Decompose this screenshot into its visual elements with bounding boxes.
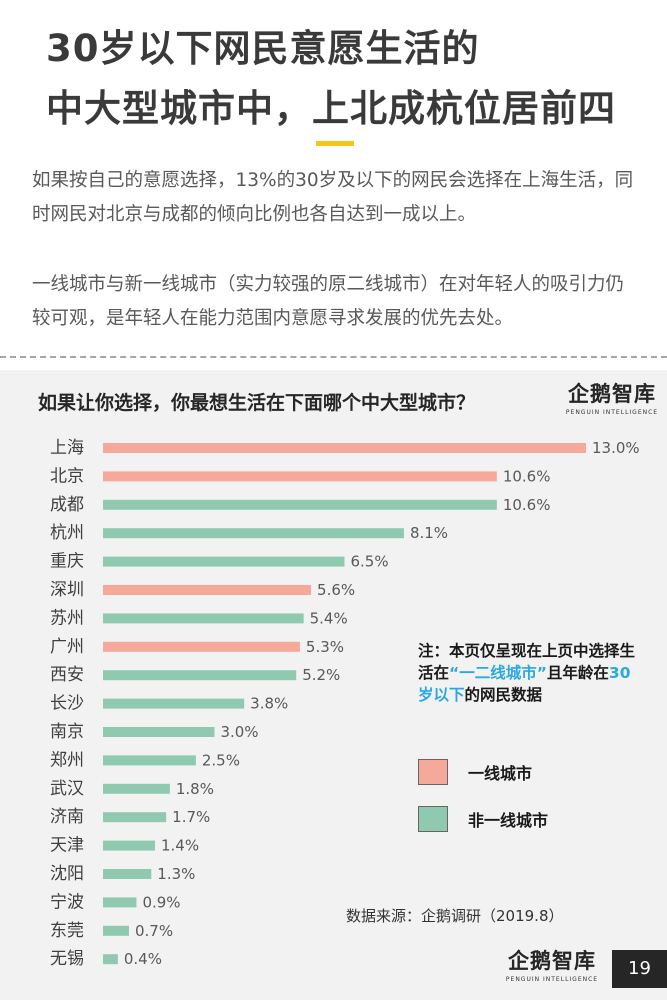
category-label: 杭州 bbox=[50, 523, 84, 543]
bar-tier1 bbox=[103, 641, 300, 652]
chart-note: 注：本页仅呈现在上页中选择生活在“一二线城市”且年龄在30岁以下的网民数据 bbox=[418, 640, 638, 706]
category-label: 深圳 bbox=[50, 580, 84, 600]
logo-subtitle: PENGUIN INTELLIGENCE bbox=[505, 976, 599, 983]
value-label: 0.9% bbox=[142, 893, 180, 911]
category-label: 重庆 bbox=[50, 552, 84, 572]
category-label: 北京 bbox=[50, 466, 84, 486]
value-label: 10.6% bbox=[503, 467, 551, 485]
category-label: 长沙 bbox=[50, 694, 84, 714]
bar-other bbox=[103, 840, 156, 851]
value-label: 1.8% bbox=[176, 780, 214, 798]
chart-title: 如果让你选择，你最想生活在下面哪个中大型城市？ bbox=[38, 392, 476, 414]
value-label: 8.1% bbox=[410, 524, 448, 542]
value-label: 2.5% bbox=[202, 751, 240, 769]
logo-text: 企鹅智库 bbox=[508, 949, 596, 973]
bar-other bbox=[103, 812, 167, 823]
value-label: 0.7% bbox=[135, 922, 173, 940]
value-label: 6.5% bbox=[351, 553, 389, 571]
data-source: 数据来源：企鹅调研（2019.8） bbox=[346, 907, 564, 925]
logo-text: 企鹅智库 bbox=[568, 382, 656, 406]
bar-tier1 bbox=[103, 471, 497, 482]
legend-swatch-other bbox=[418, 806, 448, 832]
bar-other bbox=[103, 499, 497, 510]
value-label: 5.3% bbox=[306, 638, 344, 656]
bar-other bbox=[103, 727, 215, 737]
note-highlight-cities: “一二线城市” bbox=[449, 664, 547, 682]
value-label: 1.3% bbox=[157, 865, 195, 883]
category-label: 天津 bbox=[50, 836, 84, 856]
category-label: 西安 bbox=[50, 665, 84, 685]
intro-paragraph-2: 一线城市与新一线城市（实力较强的原二线城市）在对年轻人的吸引力仍较可观，是年轻人… bbox=[32, 274, 625, 329]
bar-tier1 bbox=[103, 443, 586, 453]
category-label: 沈阳 bbox=[50, 864, 84, 884]
bar-other bbox=[103, 670, 297, 681]
category-label: 上海 bbox=[50, 438, 84, 458]
note-middle: 且年龄在 bbox=[546, 664, 609, 682]
bar-other bbox=[103, 925, 130, 936]
category-label: 南京 bbox=[50, 722, 84, 742]
brand-logo-bottom: 企鹅智库 PENGUIN INTELLIGENCE bbox=[500, 945, 604, 983]
note-prefix: 注：本页仅呈现在上页中选择生活在 bbox=[418, 642, 636, 682]
legend-swatch-tier1 bbox=[418, 759, 448, 785]
note-highlight-age: 30岁以下 bbox=[418, 664, 631, 704]
value-label: 3.0% bbox=[220, 723, 258, 741]
bar-other bbox=[103, 613, 304, 624]
category-label: 宁波 bbox=[50, 892, 84, 912]
legend-label-tier1: 一线城市 bbox=[468, 764, 533, 783]
brand-logo-top: 企鹅智库 PENGUIN INTELLIGENCE bbox=[560, 378, 664, 416]
bar-other bbox=[103, 783, 170, 794]
bar-other bbox=[103, 698, 245, 709]
value-label: 5.4% bbox=[310, 609, 348, 627]
bar-tier1 bbox=[103, 585, 312, 595]
category-label: 广州 bbox=[50, 637, 84, 657]
page-title-line1: 30岁以下网民意愿生活的 bbox=[46, 27, 480, 70]
title-accent-bar bbox=[316, 141, 354, 146]
value-label: 13.0% bbox=[592, 439, 640, 457]
legend-item-tier1: 一线城市 bbox=[418, 759, 532, 785]
category-label: 无锡 bbox=[50, 949, 84, 969]
category-label: 东莞 bbox=[50, 921, 84, 941]
bar-other bbox=[103, 897, 137, 908]
bar-other bbox=[103, 869, 152, 879]
value-label: 5.6% bbox=[317, 581, 355, 599]
bar-other bbox=[103, 528, 404, 539]
category-label: 郑州 bbox=[50, 750, 84, 770]
value-label: 1.4% bbox=[161, 837, 199, 855]
bar-other bbox=[103, 556, 345, 567]
value-label: 1.7% bbox=[172, 808, 210, 826]
category-label: 武汉 bbox=[50, 779, 84, 799]
value-label: 10.6% bbox=[503, 496, 551, 514]
value-label: 5.2% bbox=[302, 666, 340, 684]
category-label: 济南 bbox=[50, 807, 84, 827]
category-label: 苏州 bbox=[50, 608, 84, 628]
legend-label-other: 非一线城市 bbox=[468, 811, 549, 830]
page-title-line2: 中大型城市中，上北成杭位居前四 bbox=[46, 87, 616, 130]
bar-other bbox=[103, 755, 196, 766]
value-label: 3.8% bbox=[250, 695, 288, 713]
bar-other bbox=[103, 954, 118, 965]
section-divider bbox=[0, 356, 667, 358]
intro-paragraph-1: 如果按自己的意愿选择，13%的30岁及以下的网民会选择在上海生活，同时网民对北京… bbox=[32, 170, 634, 225]
category-label: 成都 bbox=[50, 495, 84, 515]
value-label: 0.4% bbox=[124, 950, 162, 968]
legend-item-other: 非一线城市 bbox=[418, 806, 548, 832]
note-suffix: 的网民数据 bbox=[464, 686, 543, 704]
logo-subtitle: PENGUIN INTELLIGENCE bbox=[565, 409, 659, 416]
page-number: 19 bbox=[612, 950, 667, 988]
